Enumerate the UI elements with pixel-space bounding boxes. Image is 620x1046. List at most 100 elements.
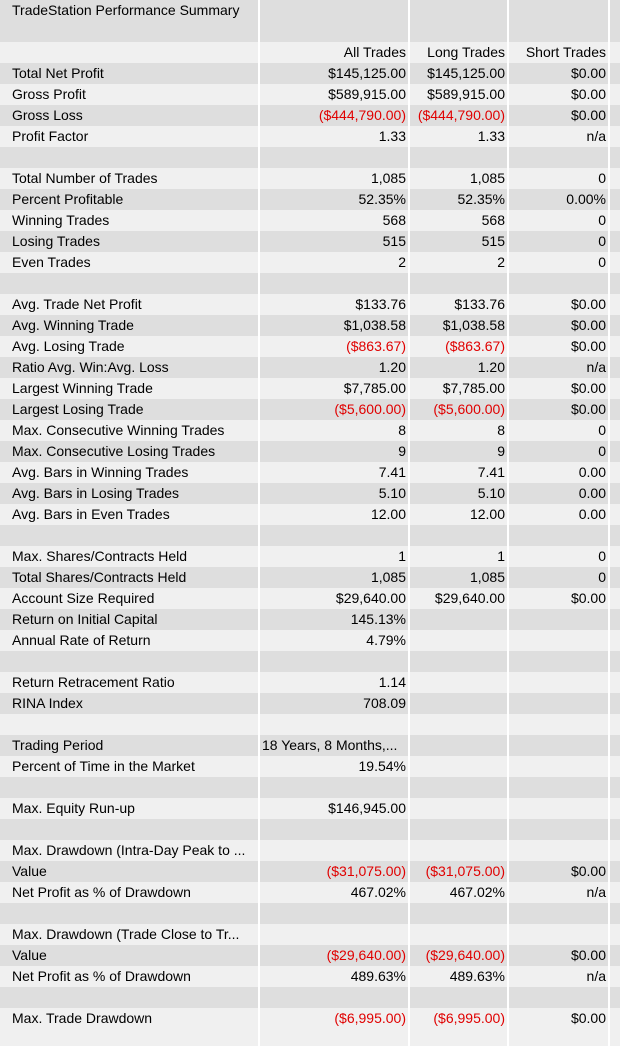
long-trades-value [410, 714, 507, 735]
long-trades-value [410, 651, 507, 672]
all-trades-value: 52.35% [358, 191, 406, 207]
all-trades-value: ($31,075.00) [326, 863, 406, 879]
spacer-row [0, 714, 620, 735]
row-label [0, 525, 258, 546]
metric-row: Percent Profitable 52.35% 52.35% 0.00% [0, 189, 620, 210]
short-trades-value: $0.00 [570, 863, 606, 879]
spacer-row [0, 651, 620, 672]
long-trades-value [410, 21, 507, 42]
all-trades-value: 568 [382, 212, 406, 228]
metric-row: Ratio Avg. Win:Avg. Loss 1.20 1.20 n/a [0, 357, 620, 378]
long-trades-value: $7,785.00 [442, 380, 505, 396]
empty-cell [509, 0, 608, 21]
row-label [0, 651, 258, 672]
short-trades-value [509, 840, 608, 861]
row-label: Trading Period [12, 737, 104, 753]
row-label: Gross Loss [12, 107, 83, 123]
row-label: Losing Trades [12, 233, 100, 249]
long-trades-value [410, 630, 507, 651]
short-trades-value: 0.00 [578, 485, 606, 501]
row-label [0, 714, 258, 735]
all-trades-value: 12.00 [370, 506, 406, 522]
row-label: Ratio Avg. Win:Avg. Loss [12, 359, 169, 375]
metric-row: Net Profit as % of Drawdown 489.63% 489.63… [0, 966, 620, 987]
short-trades-value: $0.00 [570, 86, 606, 102]
row-label: Max. Consecutive Winning Trades [12, 422, 225, 438]
metric-row: Largest Winning Trade $7,785.00 $7,785.00 $… [0, 378, 620, 399]
row-label: Even Trades [12, 254, 91, 270]
metric-row: Avg. Bars in Winning Trades 7.41 7.41 0.00 [0, 462, 620, 483]
short-trades-value [509, 21, 608, 42]
grid-divider [608, 0, 610, 1046]
short-trades-value: 0.00 [578, 506, 606, 522]
row-label: Gross Profit [12, 86, 86, 102]
long-trades-value [410, 819, 507, 840]
metric-row: Total Net Profit $145,125.00 $145,125.00 $0… [0, 63, 620, 84]
long-trades-value: 568 [481, 212, 505, 228]
short-trades-value: 0 [598, 254, 606, 270]
long-trades-value: 1.20 [477, 359, 505, 375]
row-label: Max. Drawdown (Intra-Day Peak to ... [12, 842, 246, 858]
metric-row: Winning Trades 568 568 0 [0, 210, 620, 231]
long-trades-value: 1.33 [477, 128, 505, 144]
header-all-trades: All Trades [343, 44, 406, 60]
spacer-row [0, 273, 620, 294]
spacer-row [0, 777, 620, 798]
short-trades-value: 0.00 [578, 464, 606, 480]
short-trades-value: $0.00 [570, 107, 606, 123]
long-trades-value [410, 840, 507, 861]
metric-row: Max. Drawdown (Intra-Day Peak to ... [0, 840, 620, 861]
spacer-row [0, 903, 620, 924]
metric-row: Return Retracement Ratio 1.14 [0, 672, 620, 693]
long-trades-value [410, 735, 507, 756]
long-trades-value: $145,125.00 [427, 65, 505, 81]
all-trades-value: 7.41 [378, 464, 406, 480]
row-label: Return on Initial Capital [12, 611, 158, 627]
all-trades-value [260, 819, 408, 840]
all-trades-value: $145,125.00 [328, 65, 406, 81]
short-trades-value [509, 903, 608, 924]
long-trades-value: ($29,640.00) [425, 947, 505, 963]
long-trades-value: 5.10 [477, 485, 505, 501]
all-trades-value [260, 987, 408, 1008]
long-trades-value [410, 987, 507, 1008]
long-trades-value: 2 [497, 254, 505, 270]
short-trades-value [509, 777, 608, 798]
all-trades-value: $146,945.00 [328, 800, 406, 816]
long-trades-value: ($31,075.00) [425, 863, 505, 879]
all-trades-value [260, 903, 408, 924]
all-trades-value [260, 840, 408, 861]
all-trades-value: 1.14 [378, 674, 406, 690]
all-trades-value: $1,038.58 [343, 317, 406, 333]
short-trades-value: n/a [586, 359, 606, 375]
long-trades-value: 489.63% [449, 968, 505, 984]
all-trades-value: ($863.67) [346, 338, 406, 354]
all-trades-value: 2 [398, 254, 406, 270]
long-trades-value: 8 [497, 422, 505, 438]
all-trades-value: 5.10 [378, 485, 406, 501]
grid-divider [258, 0, 260, 1046]
long-trades-value [410, 693, 507, 714]
short-trades-value [509, 672, 608, 693]
short-trades-value: $0.00 [570, 947, 606, 963]
empty-cell [410, 0, 507, 21]
row-label: Max. Equity Run-up [12, 800, 135, 816]
long-trades-value: ($6,995.00) [433, 1010, 505, 1026]
long-trades-value: $589,915.00 [427, 86, 505, 102]
all-trades-value [260, 777, 408, 798]
row-label: Avg. Bars in Winning Trades [12, 464, 189, 480]
all-trades-value: 9 [398, 443, 406, 459]
grid-divider [507, 0, 509, 1046]
long-trades-value: ($5,600.00) [433, 401, 505, 417]
row-label [0, 273, 258, 294]
long-trades-value: 1,085 [469, 170, 505, 186]
long-trades-value: $29,640.00 [434, 590, 505, 606]
metric-row: Total Shares/Contracts Held 1,085 1,085 0 [0, 567, 620, 588]
short-trades-value [509, 273, 608, 294]
metric-row: Max. Trade Drawdown ($6,995.00) ($6,995.00… [0, 1008, 620, 1029]
row-label: Profit Factor [12, 128, 89, 144]
all-trades-value: ($5,600.00) [334, 401, 406, 417]
short-trades-value [509, 924, 608, 945]
trading-period-row: Trading Period 18 Years, 8 Months,... [0, 735, 620, 756]
